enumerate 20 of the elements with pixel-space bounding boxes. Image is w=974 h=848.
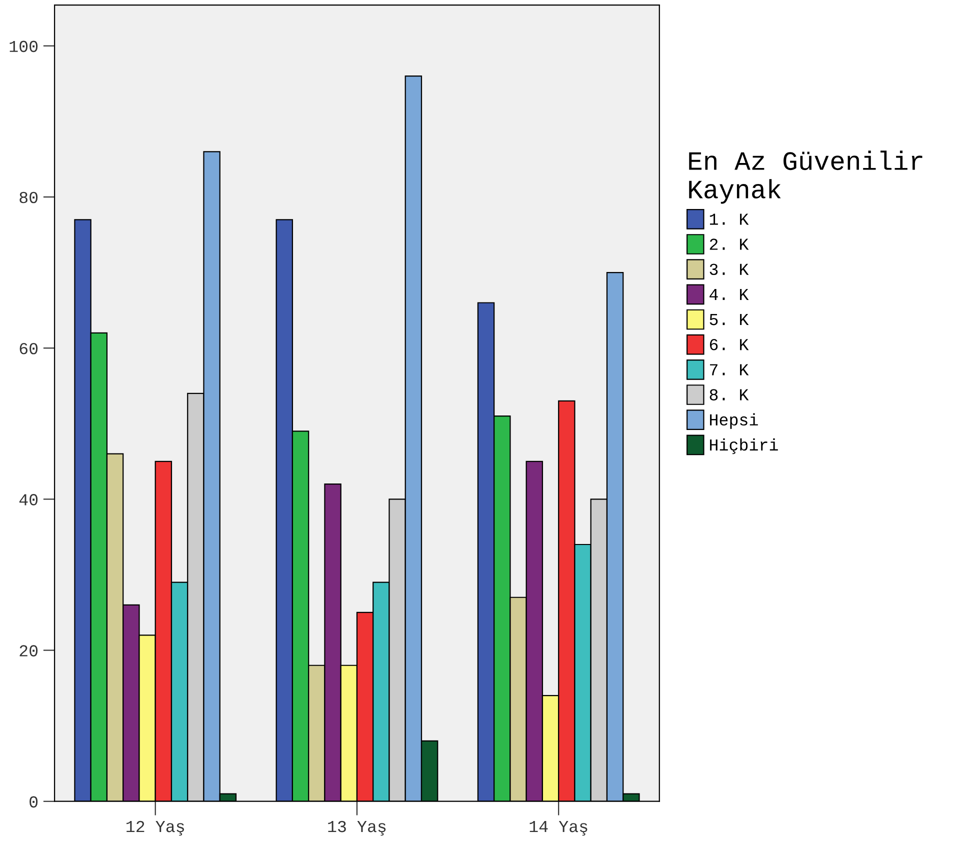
- x-tick-label: 12 Yaş: [126, 820, 184, 836]
- legend-title: En Az Güvenilir Kaynak: [689, 150, 922, 204]
- y-tick-label: 0: [30, 796, 38, 808]
- x-tick-label: 14 Yaş: [530, 821, 588, 836]
- legend-label: Hepsi: [710, 413, 758, 429]
- legend-label: 1. K: [710, 214, 749, 225]
- legend-label: 5. K: [710, 314, 749, 326]
- y-tick-label: 20: [20, 645, 38, 656]
- x-tick-label: 13 Yaş: [328, 820, 386, 836]
- legend-label: 6. K: [710, 338, 749, 350]
- y-tick-label: 60: [20, 342, 38, 354]
- y-tick-label: 80: [20, 192, 38, 204]
- legend-label: 2. K: [710, 238, 749, 250]
- legend-label: Hiçbiri: [710, 438, 778, 454]
- y-tick-label: 40: [19, 494, 38, 506]
- legend-label: 7. K: [710, 364, 749, 376]
- y-tick-label: 100: [10, 40, 38, 52]
- legend-label: 4. K: [710, 288, 749, 300]
- legend-label: 8. K: [710, 389, 749, 400]
- legend-label: 3. K: [710, 264, 749, 276]
